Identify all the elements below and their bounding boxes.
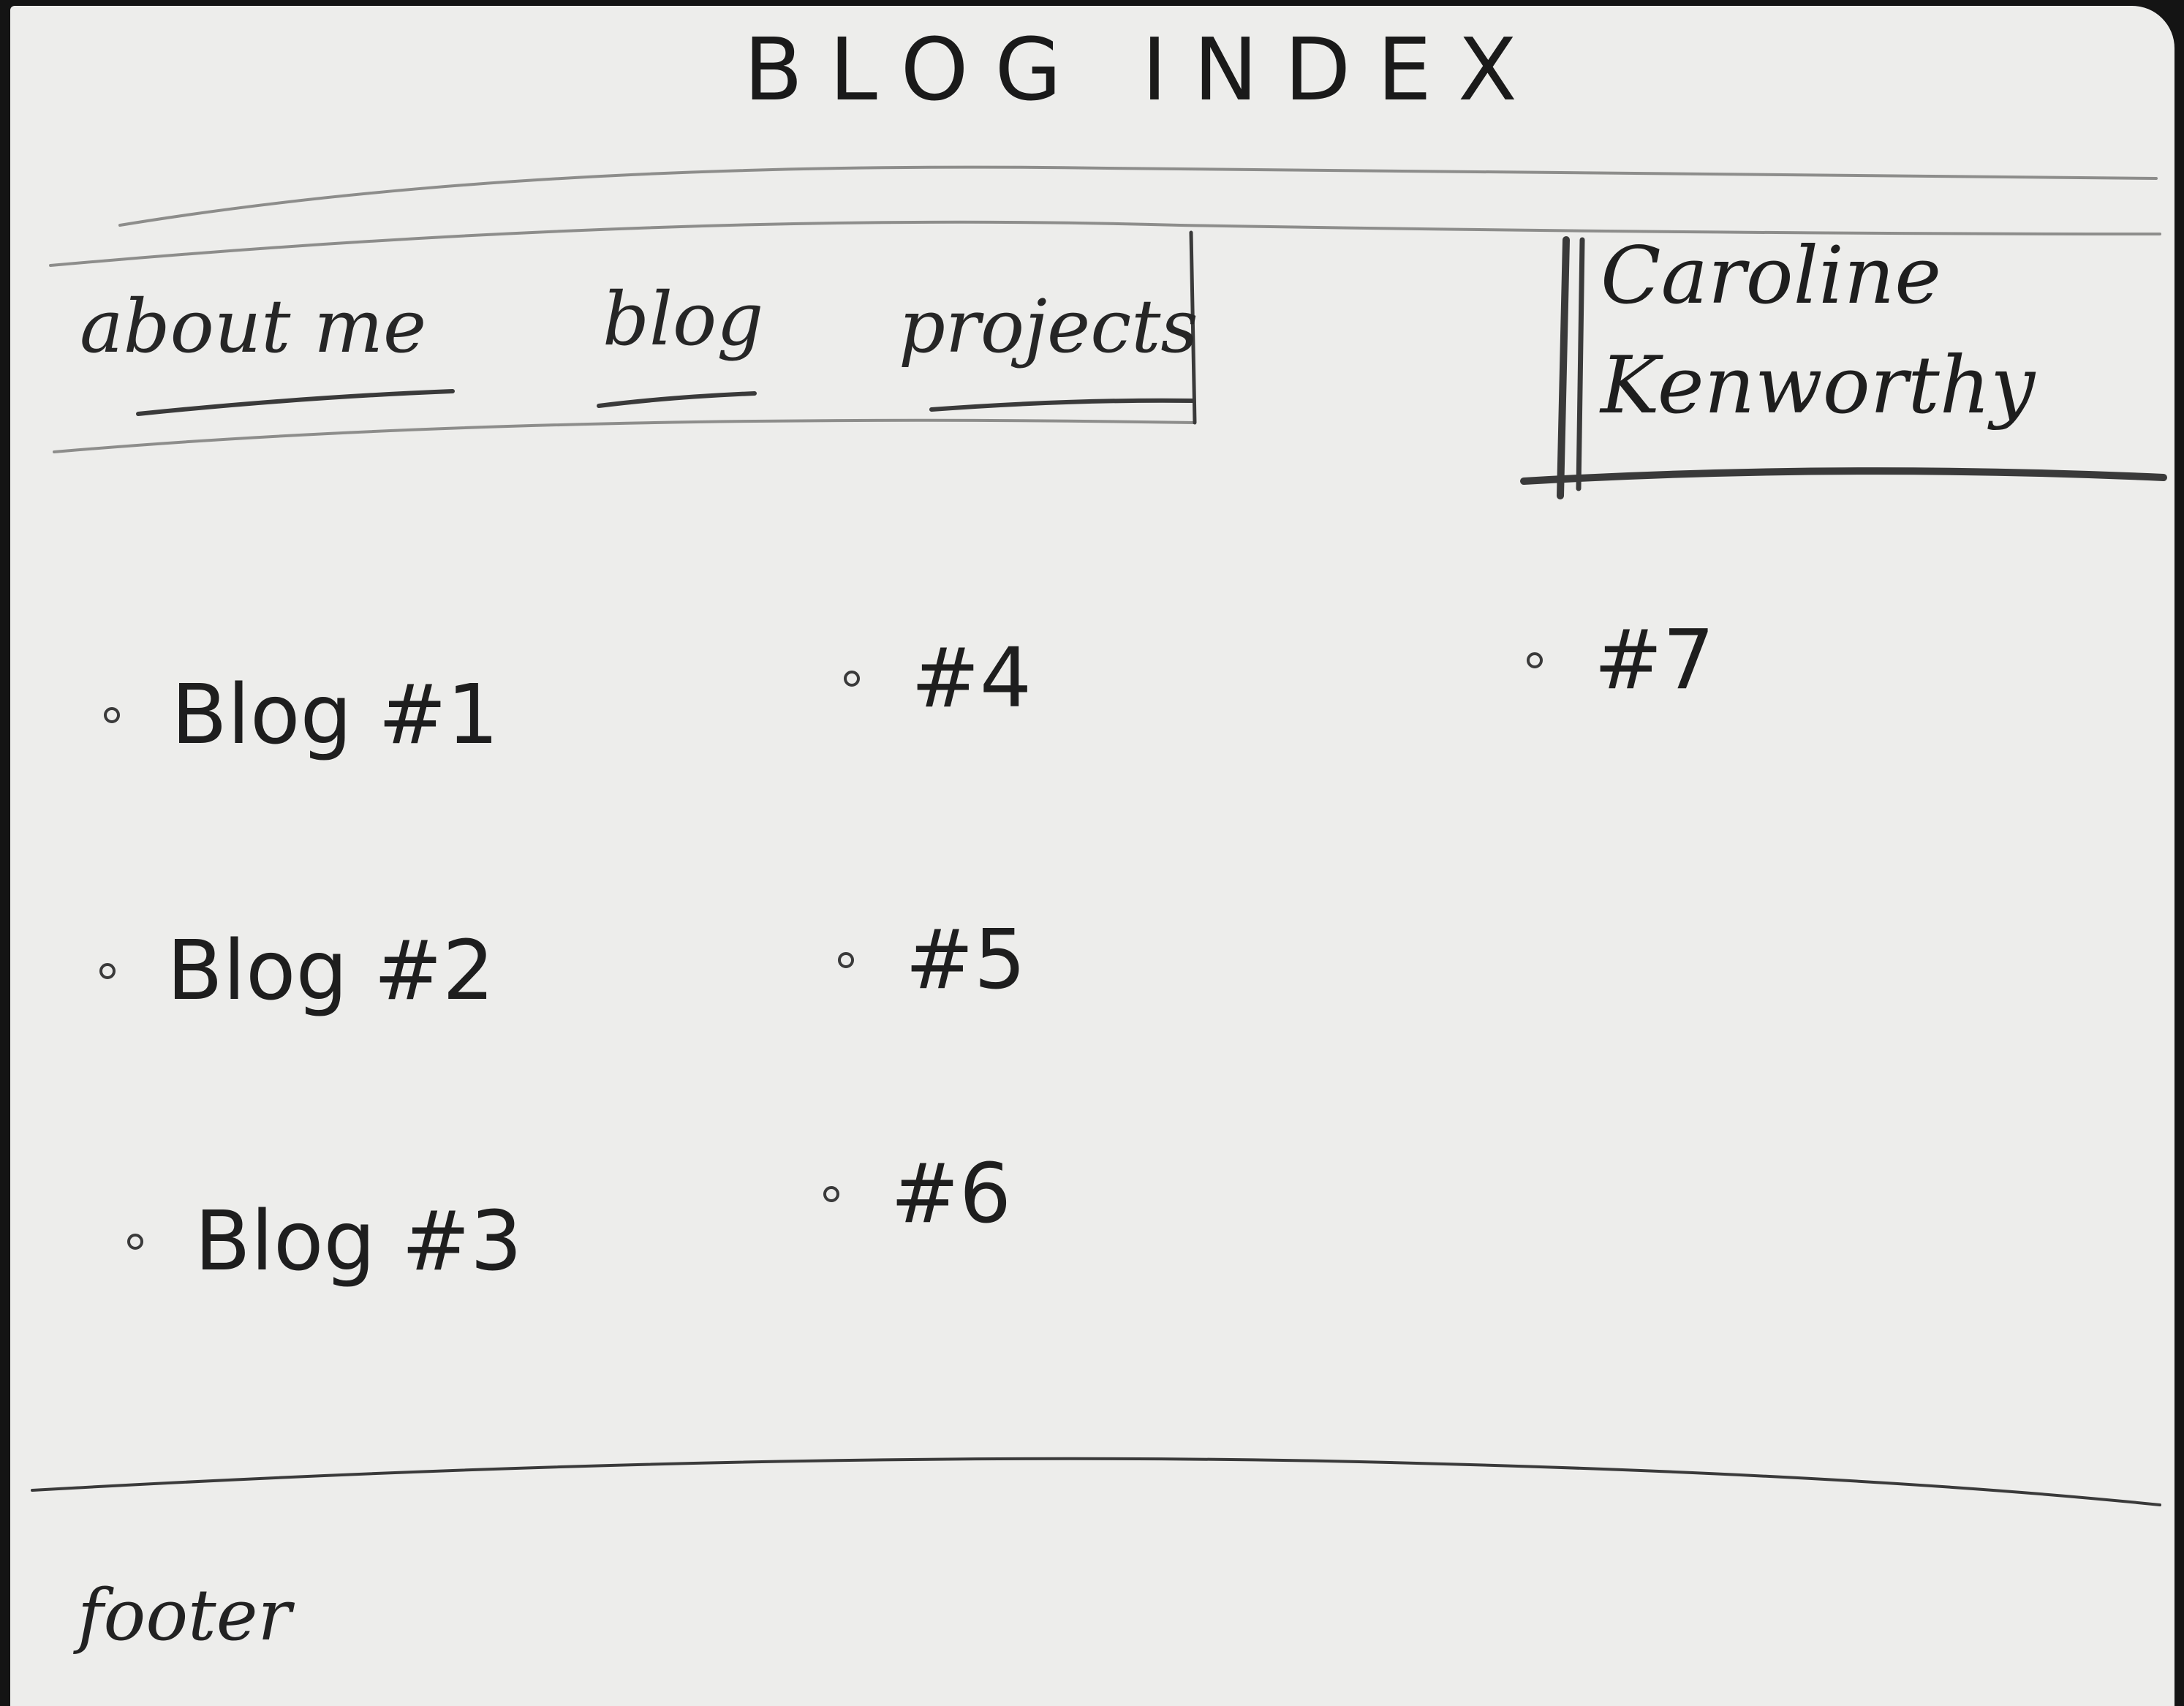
bullet-icon [1527, 652, 1543, 668]
brand-last-name: Kenworthy [1601, 340, 2036, 431]
blog-post-link-1[interactable]: Blog #1 [104, 668, 499, 763]
blog-post-label: Blog #3 [194, 1194, 523, 1289]
blog-post-link-6[interactable]: #6 [823, 1147, 1011, 1242]
bullet-icon [838, 952, 854, 968]
brand-first-name: Caroline [1601, 230, 1942, 322]
blog-post-link-4[interactable]: #4 [844, 631, 1032, 726]
bullet-icon [99, 963, 116, 979]
site-brand-name: Caroline Kenworthy [1601, 222, 2171, 441]
blog-post-link-3[interactable]: Blog #3 [127, 1194, 522, 1289]
bullet-icon [844, 671, 860, 687]
nav-link-blog[interactable]: blog [602, 276, 764, 362]
blog-post-link-2[interactable]: Blog #2 [99, 924, 494, 1019]
nav-link-about-me[interactable]: about me [80, 284, 427, 369]
blog-post-label: #7 [1594, 613, 1715, 708]
nav-link-projects[interactable]: projects [899, 284, 1198, 369]
blog-post-link-7[interactable]: #7 [1527, 613, 1715, 708]
pencil-lines [31, 165, 2167, 1506]
blog-post-label: #6 [891, 1147, 1012, 1242]
blog-post-label: #4 [911, 631, 1032, 726]
blog-post-label: #5 [905, 913, 1027, 1008]
sketch-paper: BLOG INDEX about me blog projects Caroli… [10, 6, 2174, 1706]
blog-post-label: Blog #1 [171, 668, 499, 763]
blog-post-link-5[interactable]: #5 [838, 913, 1026, 1008]
bullet-icon [127, 1234, 143, 1250]
page-title: BLOG INDEX [744, 19, 1543, 120]
bullet-icon [823, 1186, 839, 1202]
page-footer: footer [78, 1574, 292, 1656]
bullet-icon [104, 707, 120, 723]
blog-post-label: Blog #2 [167, 924, 495, 1019]
